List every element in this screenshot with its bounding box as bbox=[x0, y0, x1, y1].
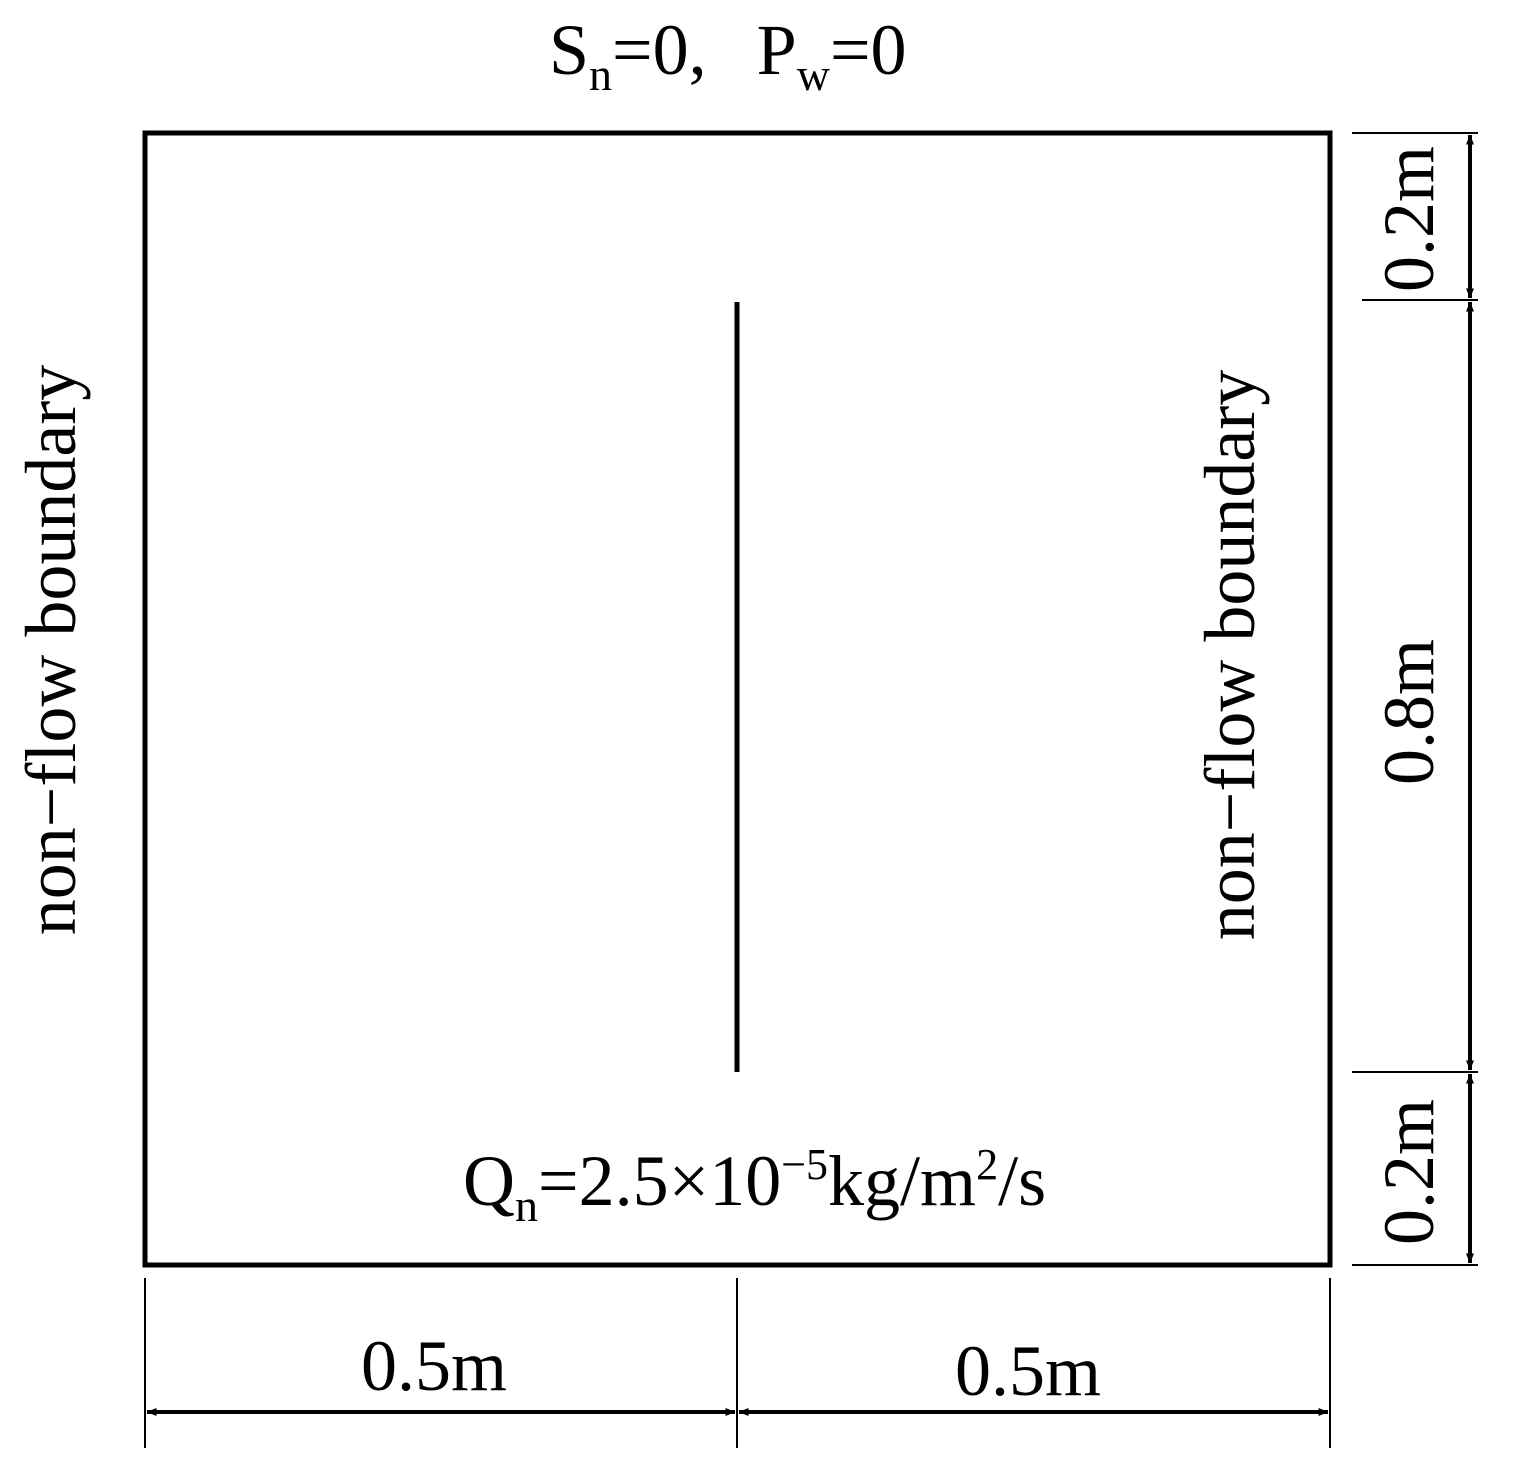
p-subscript: w bbox=[797, 49, 831, 100]
p-symbol: P bbox=[757, 10, 797, 90]
q-units-tail: /s bbox=[998, 1141, 1046, 1221]
domain-rectangle bbox=[142, 130, 1333, 1268]
dim-label-right-middle: 0.8m bbox=[1369, 639, 1449, 785]
q-subscript: n bbox=[515, 1180, 538, 1231]
right-boundary-label: non−flow boundary bbox=[1190, 370, 1270, 941]
q-symbol: Q bbox=[463, 1141, 515, 1221]
s-subscript: n bbox=[589, 49, 612, 100]
q-units: kg/m bbox=[828, 1141, 976, 1221]
bottom-injection-condition: Qn=2.5×10−5kg/m2/s bbox=[463, 1140, 1046, 1231]
dim-label-bottom-right: 0.5m bbox=[955, 1331, 1101, 1411]
left-boundary-label: non−flow boundary bbox=[11, 365, 91, 936]
q-units-exponent: 2 bbox=[976, 1140, 998, 1189]
dim-label-bottom-left: 0.5m bbox=[361, 1326, 507, 1406]
q-value: =2.5×10 bbox=[538, 1141, 781, 1221]
dim-label-right-top: 0.2m bbox=[1369, 146, 1449, 292]
s-value: =0, bbox=[612, 10, 707, 90]
dim-label-right-bottom: 0.2m bbox=[1369, 1099, 1449, 1245]
s-symbol: S bbox=[549, 10, 589, 90]
top-boundary-condition: Sn=0, Pw=0 bbox=[549, 10, 907, 100]
q-exponent: −5 bbox=[781, 1140, 828, 1189]
p-value: =0 bbox=[830, 10, 907, 90]
